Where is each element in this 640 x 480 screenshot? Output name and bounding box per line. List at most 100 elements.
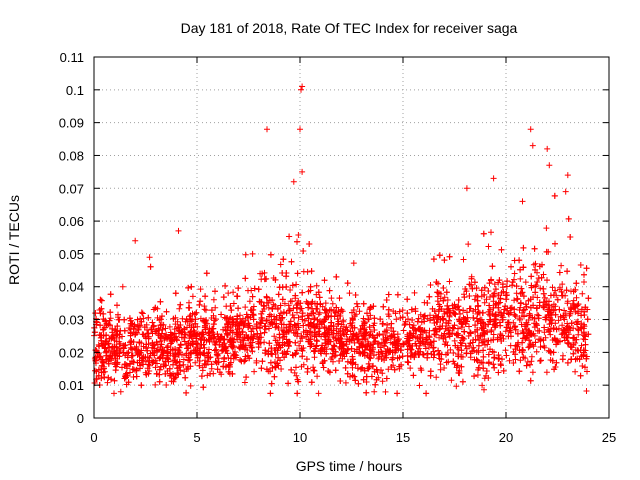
data-point [385,291,392,298]
data-point [206,332,213,339]
data-point [226,363,233,370]
data-point [294,238,300,245]
data-point [485,351,492,358]
data-point [279,270,286,276]
data-point [187,382,194,389]
data-point [253,359,260,366]
data-point [280,331,286,338]
data-point [474,332,481,339]
data-point [171,330,178,337]
data-point [250,303,257,310]
data-point [344,358,351,365]
data-point [354,365,361,372]
data-point [421,327,427,334]
data-point [299,83,306,90]
data-point [366,324,373,331]
data-point [299,313,306,320]
data-point [117,388,124,395]
data-point [532,289,539,296]
data-point [537,357,544,364]
data-point [295,232,302,238]
data-point [455,297,462,303]
data-point [503,292,510,299]
data-point [568,356,575,363]
data-point [342,379,349,386]
data-point [251,368,258,375]
data-point [346,290,353,297]
data-point [564,359,571,366]
data-point [354,303,361,310]
data-point [274,360,281,367]
data-point [258,365,265,372]
data-point [580,336,587,342]
data-point [259,270,266,277]
data-point [417,331,424,338]
data-point [263,293,270,300]
data-point [491,364,498,371]
data-point [126,325,133,331]
data-point [513,296,520,303]
data-point [127,369,133,376]
data-point [145,314,152,321]
data-point [287,287,294,293]
y-tick-label: 0.05 [59,247,84,262]
data-point [470,337,477,343]
data-point [183,366,190,373]
data-point [128,320,135,327]
data-point [275,354,282,361]
data-point [310,347,317,354]
data-point [308,379,315,386]
data-point [430,256,437,263]
data-point [116,331,123,338]
data-point [504,278,511,285]
data-point [416,326,423,333]
data-point [379,320,386,327]
data-point [277,317,284,324]
data-point [583,265,590,272]
data-point [395,345,402,352]
data-point [491,322,498,329]
data-point [313,337,320,344]
data-point [208,328,215,335]
data-point [512,342,519,349]
data-point [366,306,373,313]
data-point [507,342,514,349]
data-point [481,291,488,298]
data-point [170,315,177,322]
data-point [474,357,481,364]
data-point [511,270,518,277]
data-point [503,283,510,290]
data-point [445,305,452,312]
data-point [105,360,112,367]
data-point [310,367,317,374]
data-point [555,338,562,345]
data-point [520,330,527,337]
data-point [344,370,351,377]
data-point [276,334,283,341]
data-point [427,339,434,346]
data-point [286,233,293,240]
data-point [330,334,337,340]
data-point [534,279,541,285]
data-point [565,323,571,330]
data-point [451,310,458,317]
data-point [98,305,105,312]
data-point [167,332,174,339]
data-point [512,313,519,320]
data-point [458,353,465,360]
data-point [298,305,305,312]
data-point [512,326,519,333]
data-point [407,353,414,360]
data-point [221,355,227,362]
data-point [103,338,110,345]
data-point [406,343,413,350]
data-point [521,323,528,330]
data-point [492,302,499,308]
data-point [570,334,577,341]
data-point [258,299,265,306]
data-point [290,178,297,185]
data-point [163,382,170,388]
data-point [315,390,322,397]
data-point [321,344,328,351]
y-axis-label: ROTI / TECUs [6,195,22,285]
